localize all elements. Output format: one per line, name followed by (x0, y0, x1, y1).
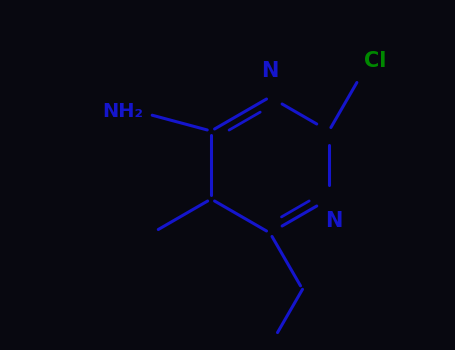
Text: NH₂: NH₂ (102, 102, 143, 121)
Text: Cl: Cl (364, 51, 386, 71)
Text: N: N (261, 61, 278, 81)
Text: N: N (325, 211, 343, 231)
